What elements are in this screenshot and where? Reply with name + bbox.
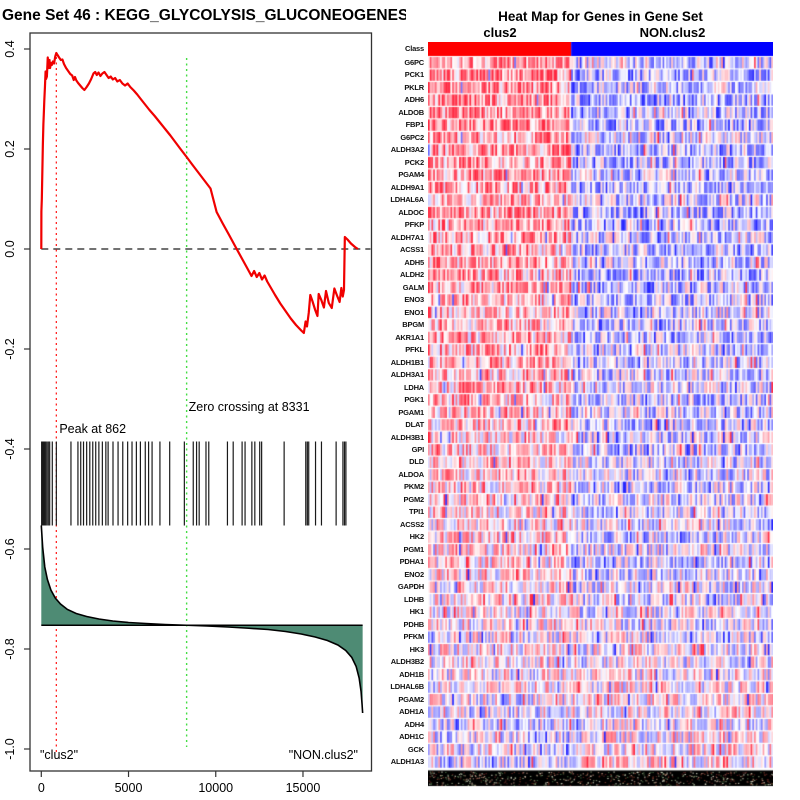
gene-row-label: HK1	[409, 607, 425, 617]
y-tick-label: -0.8	[3, 638, 17, 660]
y-tick-label: 0.4	[3, 40, 17, 57]
x-tick-label: 5000	[115, 781, 143, 795]
gene-row-label: ALDH3A1	[390, 370, 424, 380]
gene-row-label: AKR1A1	[395, 332, 424, 342]
gene-row-label: ENO3	[404, 295, 424, 305]
x-tick-label: 0	[38, 781, 45, 795]
gene-row-label: HK2	[409, 532, 425, 542]
enrichment-score-plot: 0.4 0.2 0.0 -0.2 -0.4 -0.6 -0.8 -1.0 0 5000 10000 1…	[3, 32, 373, 795]
gene-row-label: ALDOA	[398, 469, 424, 479]
gene-row-label: ALDH1B1	[390, 357, 424, 367]
y-tick-label: -0.2	[3, 338, 17, 360]
y-tick-label: -0.4	[3, 438, 17, 460]
gene-row-label: LDHAL6A	[390, 195, 424, 205]
gene-row-label: PGM1	[403, 544, 425, 554]
gene-row-label: ALDH1A3	[390, 757, 424, 767]
gene-row-label: ADH1A	[399, 707, 424, 717]
gene-row-label: ADH5	[404, 257, 424, 267]
gene-row-label: HK3	[409, 644, 425, 654]
gene-row-label: ALDH2	[399, 270, 424, 280]
gene-row-label: ADH1C	[399, 732, 424, 742]
gene-row-label: ACSS2	[399, 519, 424, 529]
gene-row-label: ALDOB	[398, 107, 424, 117]
gene-row-label: GALM	[402, 282, 424, 292]
gene-row-label: LDHAL6B	[390, 682, 424, 692]
gene-row-label: G6PC2	[400, 132, 424, 142]
ranked-metric-fill	[41, 525, 363, 713]
gene-row-label: PGAM2	[398, 694, 424, 704]
y-tick-label: 0.2	[3, 140, 17, 157]
gene-row-label: ALDH7A1	[390, 232, 424, 242]
gene-row-label: PGAM1	[398, 407, 424, 417]
gene-row-labels: Class G6PC PCK1 PKLR ADH6 ALDOB FBP1 G6PC2 ALDH3…	[340, 0, 426, 800]
gene-row-label: DLAT	[405, 420, 424, 429]
gene-row-label: GPI	[411, 444, 425, 454]
gene-row-label: PGK1	[404, 395, 424, 405]
peak-annotation: Peak at 862	[59, 422, 126, 436]
gene-row-label: PKM2	[403, 482, 424, 492]
gene-row-label: PFKL	[405, 345, 424, 355]
y-tick-label: -1.0	[3, 738, 17, 760]
y-tick-label: -0.6	[3, 538, 17, 560]
gene-row-label: PFKM	[403, 632, 425, 642]
gene-row-label: ADH6	[404, 95, 424, 105]
gene-row-label: LDHA	[403, 382, 424, 392]
gene-row-label: PDHB	[403, 619, 425, 629]
zero-crossing-annotation: Zero crossing at 8331	[189, 400, 310, 414]
gene-row-label: ADH4	[404, 719, 424, 729]
gene-row-label: BPGM	[402, 320, 424, 330]
gene-row-label: LDHB	[403, 594, 424, 604]
gene-hit-barcode	[41, 441, 347, 526]
gene-row-label: ACSS1	[399, 245, 424, 255]
x-tick-label: 15000	[286, 781, 321, 795]
left-class-annotation: "clus2"	[40, 748, 78, 762]
enrichment-score-curve	[40, 51, 359, 335]
gene-row-label: ALDH9A1	[390, 182, 424, 192]
y-tick-label: 0.0	[3, 240, 17, 257]
gene-row-label: PCK2	[404, 157, 424, 167]
group-label-non-clus2: NON.clus2	[639, 25, 706, 40]
gene-row-label: ALDH3A2	[390, 145, 424, 155]
heatmap-canvas	[428, 42, 773, 787]
gene-row-label: PCK1	[404, 70, 424, 80]
gene-row-label: PKLR	[404, 82, 424, 92]
gene-row-label: PDHA1	[399, 557, 425, 567]
gene-row-label: GAPDH	[397, 582, 424, 592]
x-tick-label: 10000	[198, 781, 233, 795]
gene-row-label: ENO1	[404, 307, 424, 317]
gene-row-label: ALDH3B2	[390, 657, 424, 667]
gene-row-label: DLD	[409, 457, 424, 467]
gene-row-label: ALDH3B1	[390, 432, 424, 442]
heatmap-title: Heat Map for Genes in Gene Set	[498, 9, 703, 24]
class-row-label: Class	[404, 44, 424, 53]
gene-row-label: PGAM4	[398, 170, 424, 180]
gene-row-label: PGM2	[403, 494, 425, 504]
right-class-annotation: "NON.clus2"	[289, 748, 358, 762]
plot-box	[29, 32, 373, 772]
gene-row-label: PFKP	[404, 220, 424, 230]
gene-row-label: ADH1B	[399, 669, 424, 679]
gene-row-label: ENO2	[404, 569, 424, 579]
plot-title: Gene Set 46 : KEGG_GLYCOLYSIS_GLUCONEOGE…	[2, 7, 406, 24]
gene-row-label: FBP1	[405, 120, 425, 130]
gene-row-label: TPI1	[408, 507, 424, 517]
gene-row-label: GCK	[407, 744, 424, 754]
gene-row-label: G6PC	[404, 57, 424, 67]
gene-row-label: ALDOC	[398, 207, 424, 217]
group-label-clus2: clus2	[483, 25, 517, 40]
